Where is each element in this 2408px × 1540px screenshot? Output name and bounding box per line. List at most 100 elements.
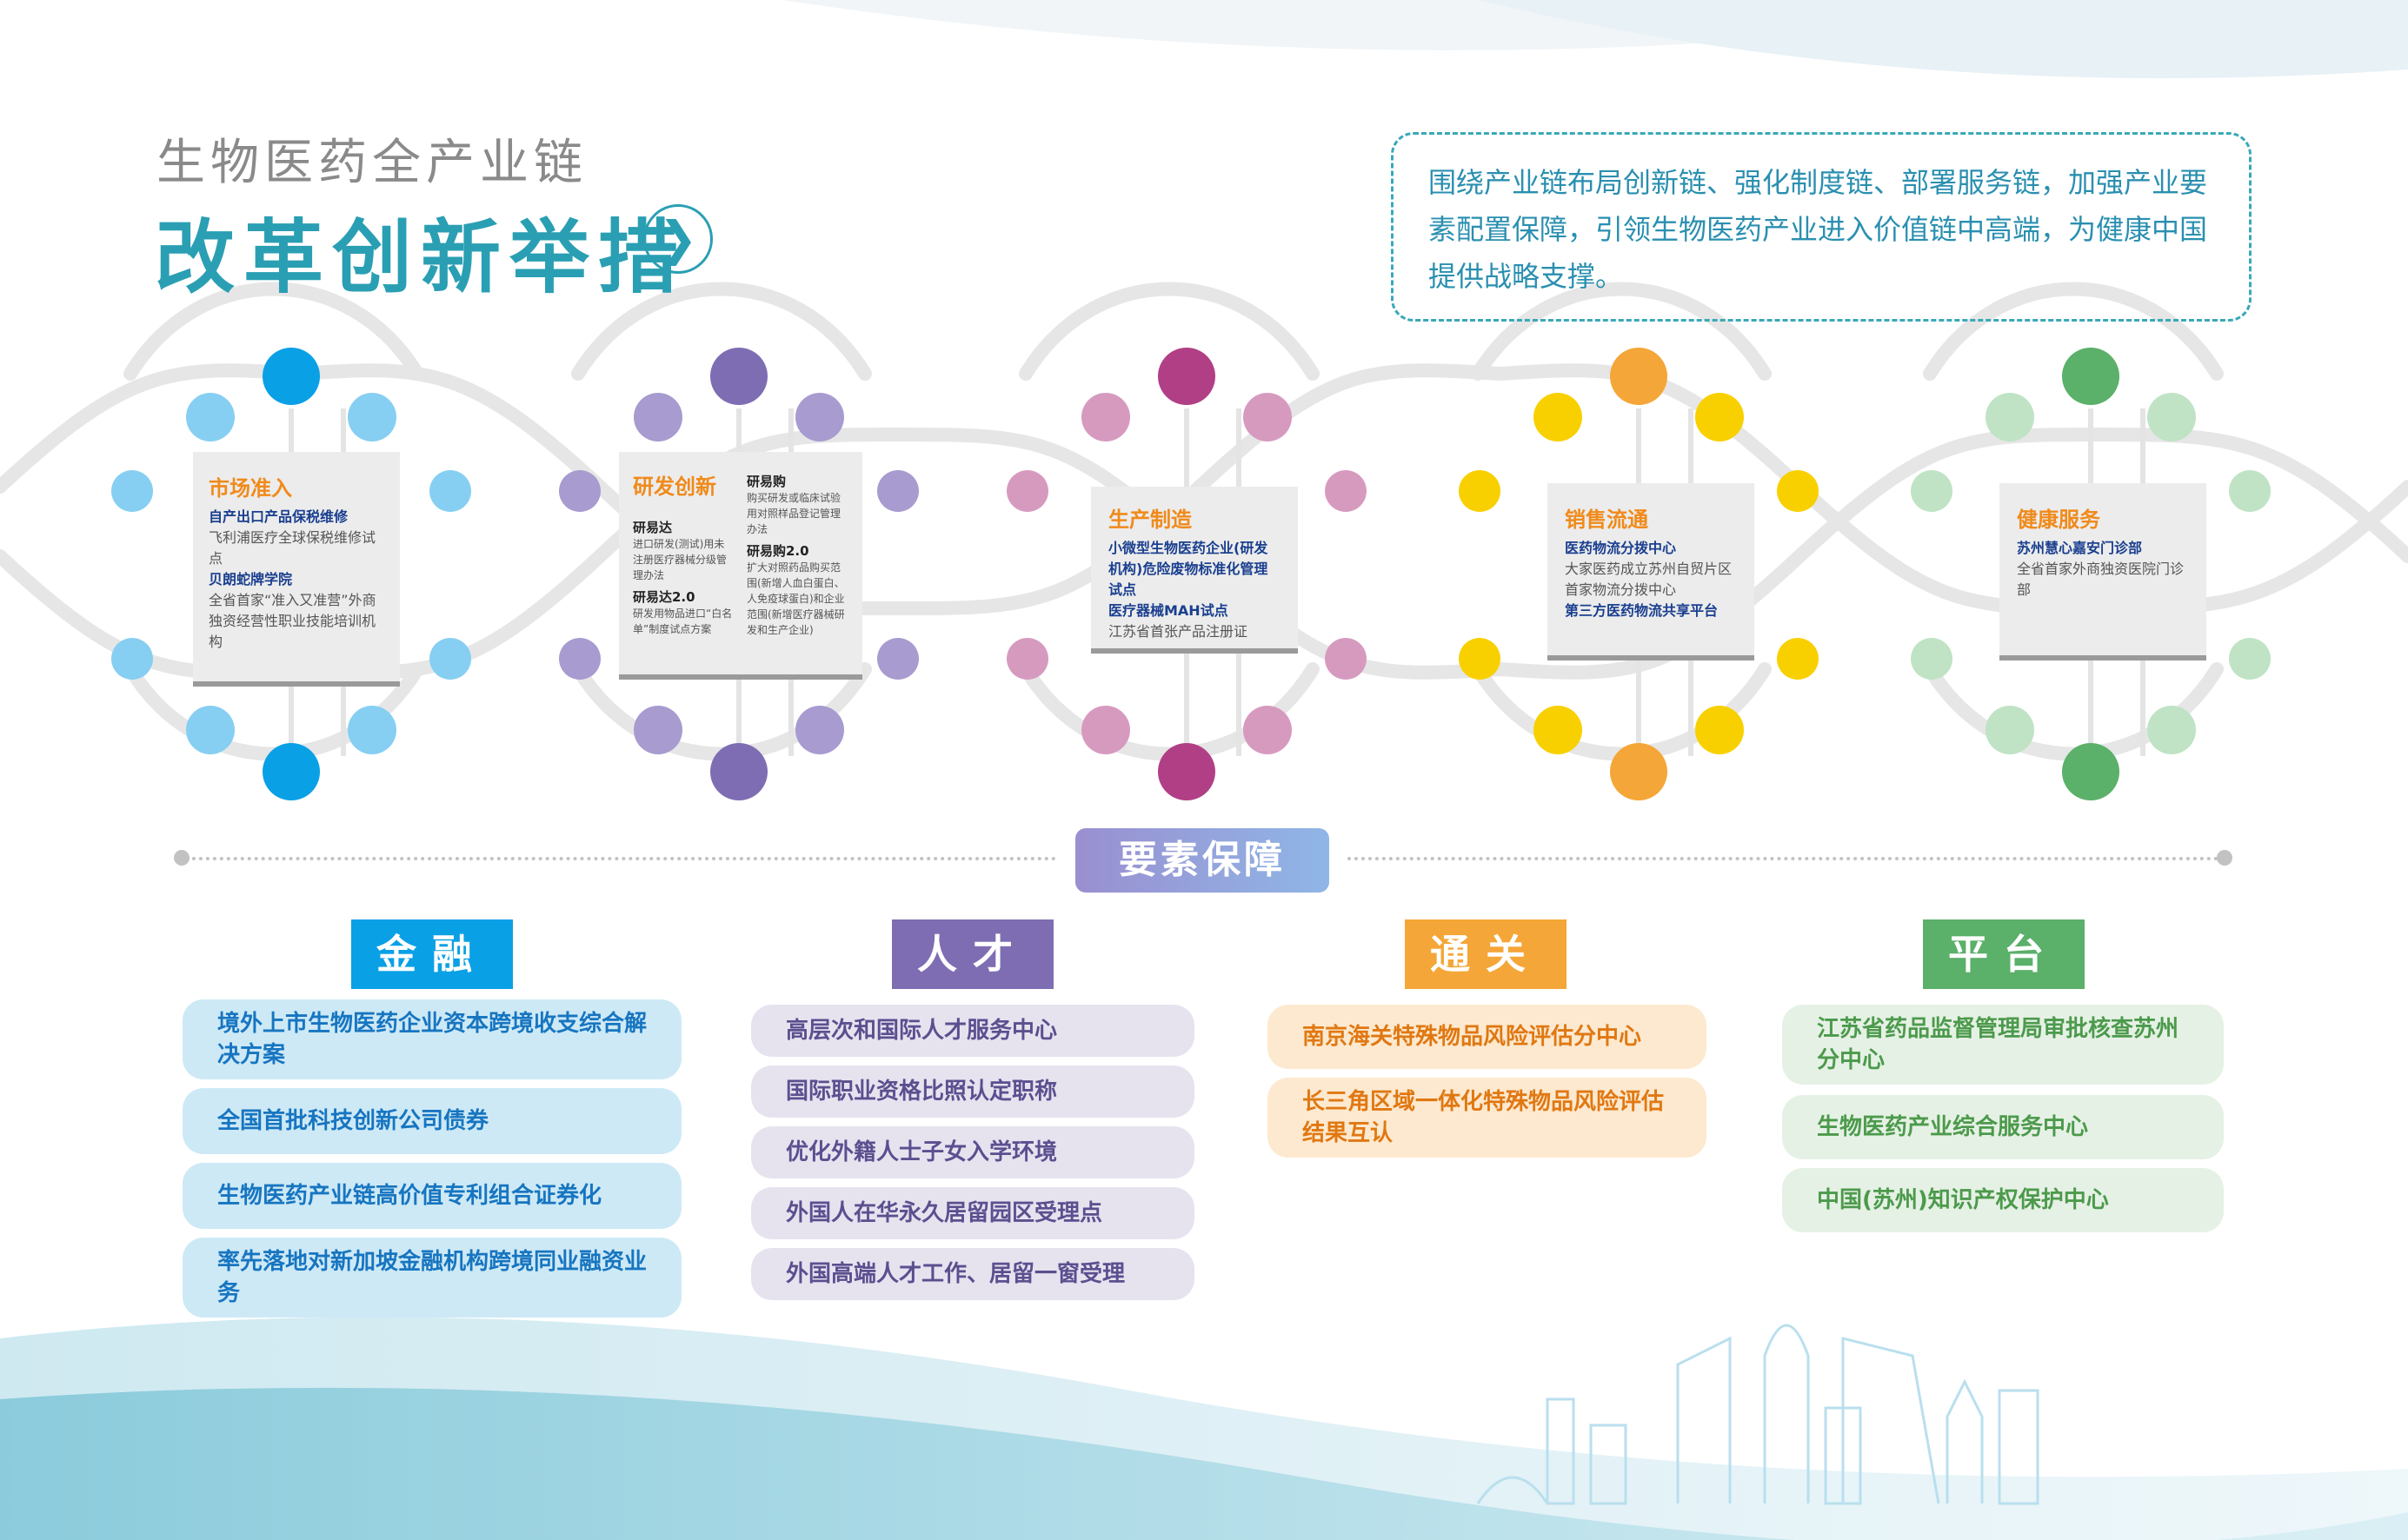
chain-card-title: 生产制造 bbox=[1108, 508, 1192, 532]
divider-dot bbox=[174, 850, 190, 866]
chain-node bbox=[348, 393, 396, 441]
chain-node bbox=[710, 348, 768, 405]
chain-node bbox=[2229, 470, 2271, 512]
talent-item: 优化外籍人士子女入学环境 bbox=[751, 1126, 1194, 1178]
chain-node bbox=[1158, 348, 1215, 405]
page-subtitle: 生物医药全产业链 bbox=[156, 135, 588, 191]
chain-node bbox=[348, 706, 396, 754]
chain-node bbox=[1325, 470, 1367, 512]
page-title: 改革创新举措 bbox=[155, 211, 688, 304]
chain-card-health-service: 健康服务 苏州慧心嘉安门诊部 全省首家外商独资医院门诊部 bbox=[1999, 483, 2206, 660]
chain-node bbox=[1695, 706, 1744, 754]
chain-line: 研易购 bbox=[747, 474, 787, 489]
divider-dot bbox=[2217, 850, 2232, 866]
chain-node bbox=[186, 706, 235, 754]
intro-box: 围绕产业链布局创新链、强化制度链、部署服务链，加强产业要素配置保障，引领生物医药… bbox=[1391, 132, 2252, 322]
chain-node bbox=[634, 706, 682, 754]
chain-node bbox=[559, 470, 601, 512]
chain-node bbox=[710, 743, 768, 800]
chain-line: 医药物流分拨中心 bbox=[1565, 540, 1677, 556]
chain-card-title: 健康服务 bbox=[2017, 508, 2100, 532]
chain-line: 购买研发或临床试验用对照样品登记管理办法 bbox=[747, 492, 841, 535]
chain-line: 研易达 bbox=[633, 520, 673, 535]
chain-node bbox=[429, 470, 471, 512]
chain-node bbox=[1459, 470, 1500, 512]
chain-line: 研发用物品进口“白名单”制度试点方案 bbox=[633, 607, 733, 635]
chain-card-manufacturing: 生产制造 小微型生物医药企业(研发机构)危险废物标准化管理试点 医疗器械MAH试… bbox=[1091, 487, 1298, 654]
chain-line: 全省首家“准入又准营”外商独资经营性职业技能培训机构 bbox=[209, 592, 376, 650]
divider-left bbox=[178, 857, 1056, 860]
chain-node bbox=[111, 638, 153, 680]
chain-node bbox=[634, 393, 682, 441]
talent-item: 国际职业资格比照认定职称 bbox=[751, 1065, 1194, 1118]
chain-line: 江苏省首张产品注册证 bbox=[1108, 623, 1248, 640]
factors-heading: 要素保障 bbox=[1075, 828, 1329, 893]
customs-item: 长三角区域一体化特殊物品风险评估结果互认 bbox=[1267, 1078, 1706, 1158]
chain-node bbox=[1695, 393, 1744, 441]
chain-node bbox=[2147, 706, 2196, 754]
chain-card-title: 研发创新 bbox=[633, 475, 716, 499]
chain-node bbox=[877, 638, 919, 680]
chain-node bbox=[263, 743, 320, 800]
chain-line: 全省首家外商独资医院门诊部 bbox=[2017, 561, 2185, 598]
chain-card-title: 市场准入 bbox=[209, 476, 292, 501]
chain-node bbox=[1243, 393, 1292, 441]
chain-node bbox=[1081, 393, 1130, 441]
chain-line: 第三方医药物流共享平台 bbox=[1565, 602, 1719, 619]
chain-node bbox=[1325, 638, 1367, 680]
chain-line: 研易达2.0 bbox=[633, 589, 695, 605]
chain-line: 苏州慧心嘉安门诊部 bbox=[2017, 540, 2143, 556]
chain-line: 大家医药成立苏州自贸片区首家物流分拨中心 bbox=[1565, 561, 1733, 598]
chain-node bbox=[1533, 393, 1582, 441]
chain-line: 小微型生物医药企业(研发机构)危险废物标准化管理试点 bbox=[1108, 540, 1268, 598]
category-finance: 金融 bbox=[351, 919, 513, 989]
chain-node bbox=[1911, 470, 1952, 512]
chain-node bbox=[795, 706, 844, 754]
finance-item: 境外上市生物医药企业资本跨境收支综合解决方案 bbox=[183, 999, 682, 1079]
category-talent: 人才 bbox=[892, 919, 1054, 989]
chain-node bbox=[1986, 706, 2034, 754]
chain-node bbox=[559, 638, 601, 680]
finance-item: 率先落地对新加坡金融机构跨境同业融资业务 bbox=[183, 1238, 682, 1318]
chain-node bbox=[795, 393, 844, 441]
chain-line: 贝朗蛇牌学院 bbox=[209, 571, 293, 587]
talent-item: 高层次和国际人才服务中心 bbox=[751, 1005, 1194, 1057]
customs-item: 南京海关特殊物品风险评估分中心 bbox=[1267, 1005, 1706, 1069]
platform-item: 江苏省药品监督管理局审批核查苏州分中心 bbox=[1782, 1005, 2224, 1085]
category-platform: 平台 bbox=[1923, 919, 2085, 989]
chain-node bbox=[186, 393, 235, 441]
category-customs: 通关 bbox=[1405, 919, 1567, 989]
chain-node bbox=[2062, 743, 2119, 800]
chevron-right-icon[interactable]: ❯ bbox=[643, 204, 713, 274]
divider-right bbox=[1347, 857, 2225, 860]
chain-line: 医疗器械MAH试点 bbox=[1108, 602, 1228, 619]
chain-node bbox=[2229, 638, 2271, 680]
chain-node bbox=[2062, 348, 2119, 405]
chain-node bbox=[1007, 470, 1048, 512]
chain-node bbox=[877, 470, 919, 512]
chain-node bbox=[111, 470, 153, 512]
platform-item: 中国(苏州)知识产权保护中心 bbox=[1782, 1168, 2224, 1232]
chain-line: 进口研发(测试)用未注册医疗器械分级管理办法 bbox=[633, 538, 728, 581]
chain-node bbox=[1243, 706, 1292, 754]
chain-node bbox=[429, 638, 471, 680]
chain-node bbox=[1986, 393, 2034, 441]
chain-card-rd-innovation: 研发创新 研易达 进口研发(测试)用未注册医疗器械分级管理办法 研易达2.0 研… bbox=[619, 452, 862, 680]
chain-node bbox=[1777, 638, 1819, 680]
chain-card-market-access: 市场准入 自产出口产品保税维修 飞利浦医疗全球保税维修试点 贝朗蛇牌学院 全省首… bbox=[193, 452, 400, 687]
chain-node bbox=[1158, 743, 1215, 800]
talent-item: 外国高端人才工作、居留一窗受理 bbox=[751, 1248, 1194, 1300]
chain-line: 扩大对照药品购买范围(新增人血白蛋白、人免疫球蛋白)和企业范围(新增医疗器械研发… bbox=[747, 561, 845, 636]
talent-item: 外国人在华永久居留园区受理点 bbox=[751, 1187, 1194, 1239]
chain-node bbox=[1533, 706, 1582, 754]
chain-node bbox=[1007, 638, 1048, 680]
chain-node bbox=[1610, 743, 1667, 800]
chain-node bbox=[1081, 706, 1130, 754]
platform-item: 生物医药产业综合服务中心 bbox=[1782, 1095, 2224, 1159]
chain-card-title: 销售流通 bbox=[1565, 508, 1648, 532]
finance-item: 全国首批科技创新公司债券 bbox=[183, 1088, 682, 1154]
chain-card-distribution: 销售流通 医药物流分拨中心 大家医药成立苏州自贸片区首家物流分拨中心 第三方医药… bbox=[1547, 483, 1754, 660]
chain-node bbox=[1777, 470, 1819, 512]
chain-line: 自产出口产品保税维修 bbox=[209, 508, 349, 525]
finance-item: 生物医药产业链高价值专利组合证券化 bbox=[183, 1163, 682, 1229]
